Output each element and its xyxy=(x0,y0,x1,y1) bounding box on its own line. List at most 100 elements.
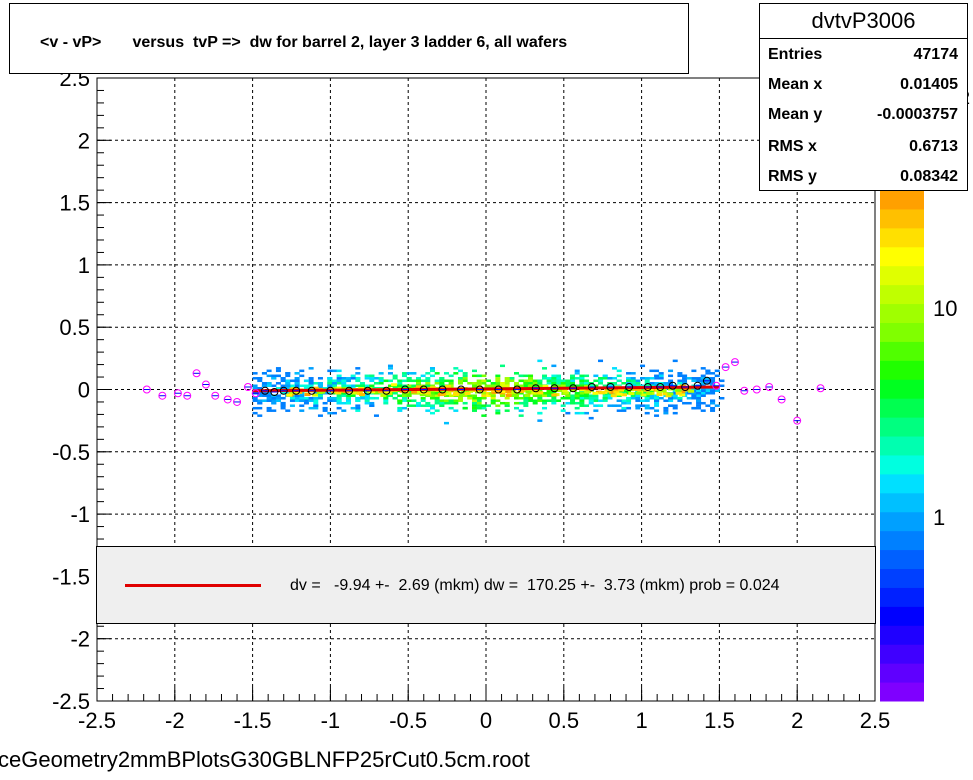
density-cell xyxy=(341,377,347,380)
density-cell xyxy=(663,399,669,402)
density-cell xyxy=(481,391,487,395)
profile-point xyxy=(419,385,428,394)
density-cell xyxy=(439,399,445,402)
density-cell xyxy=(257,414,263,417)
profile-point xyxy=(740,386,749,395)
density-cell xyxy=(341,394,347,397)
density-cell xyxy=(509,379,515,383)
profile-point xyxy=(363,386,372,395)
density-cell xyxy=(579,384,585,388)
density-cell xyxy=(299,404,305,407)
density-cell xyxy=(528,379,534,383)
density-cell xyxy=(471,382,477,385)
density-cell xyxy=(378,379,384,383)
density-core-cell xyxy=(525,390,532,394)
density-cell xyxy=(546,391,552,395)
density-cell xyxy=(317,394,323,397)
density-cell xyxy=(364,399,370,402)
density-cell xyxy=(481,414,487,417)
density-cell xyxy=(481,382,487,385)
density-cell xyxy=(387,384,393,388)
density-cell xyxy=(443,372,449,375)
density-cell xyxy=(672,404,678,407)
density-cell xyxy=(336,399,342,402)
density-cell xyxy=(579,411,585,415)
density-cell xyxy=(495,377,501,380)
density-cell xyxy=(313,404,319,407)
density-core-cell xyxy=(425,393,432,397)
density-cell xyxy=(705,382,711,385)
density-cell xyxy=(579,377,585,380)
density-cell xyxy=(635,384,641,388)
density-cell xyxy=(546,394,552,397)
density-core-cell xyxy=(445,392,452,396)
palette-cell xyxy=(880,398,924,418)
density-cell xyxy=(401,374,407,378)
density-cell xyxy=(546,382,552,385)
density-cell xyxy=(537,396,543,400)
density-cell xyxy=(514,372,520,375)
density-cell xyxy=(378,372,384,375)
density-cell xyxy=(383,379,389,383)
density-cell xyxy=(509,394,515,397)
density-cell xyxy=(537,419,543,422)
palette-cell xyxy=(880,530,924,551)
density-cell xyxy=(257,401,263,405)
density-cell xyxy=(677,374,683,378)
density-cell xyxy=(551,401,557,405)
density-cell xyxy=(700,389,706,392)
density-cell xyxy=(542,391,548,395)
palette-cell xyxy=(880,682,924,702)
density-cell xyxy=(593,399,599,402)
density-cell xyxy=(364,394,370,397)
density-cell xyxy=(593,394,599,397)
profile-point xyxy=(730,358,739,367)
density-cell xyxy=(490,399,496,402)
density-cell xyxy=(565,382,571,385)
profile-point xyxy=(279,386,288,395)
density-cell xyxy=(626,396,632,400)
density-cell xyxy=(350,377,356,380)
density-cell xyxy=(602,396,608,400)
density-cell xyxy=(584,396,590,400)
density-cell xyxy=(635,382,641,385)
density-cell xyxy=(397,399,403,402)
density-cell xyxy=(467,382,473,385)
density-core-cell xyxy=(350,391,357,395)
density-cell xyxy=(415,404,421,407)
density-cell xyxy=(658,384,664,388)
density-cell xyxy=(252,372,258,375)
density-core-cell xyxy=(660,389,667,393)
density-cell xyxy=(383,399,389,402)
density-core-cell xyxy=(419,393,426,397)
density-cell xyxy=(327,387,333,390)
density-cell xyxy=(289,396,295,400)
density-cell xyxy=(322,401,328,405)
density-cell xyxy=(490,384,496,388)
density-cell xyxy=(612,367,618,370)
density-cell xyxy=(542,399,548,402)
density-core-cell xyxy=(453,391,460,395)
density-cell xyxy=(579,382,585,385)
density-cell xyxy=(668,374,674,378)
density-cell xyxy=(532,399,538,402)
density-cell xyxy=(266,369,272,373)
density-cell xyxy=(471,384,477,388)
density-core-cell xyxy=(604,389,611,393)
density-cell xyxy=(579,401,585,405)
density-core-cell xyxy=(369,390,376,394)
density-cell xyxy=(275,382,281,385)
density-core-cell xyxy=(474,390,481,394)
density-cell xyxy=(429,406,435,410)
palette-cell xyxy=(880,360,924,380)
density-cell xyxy=(640,384,646,388)
density-cell xyxy=(252,377,258,380)
profile-point xyxy=(142,385,151,394)
density-cell xyxy=(686,396,692,400)
density-cell xyxy=(696,399,702,402)
palette-cell xyxy=(880,587,924,607)
density-cell xyxy=(616,379,622,383)
density-cell xyxy=(598,399,604,402)
density-cell xyxy=(481,374,487,378)
density-cell xyxy=(481,396,487,400)
